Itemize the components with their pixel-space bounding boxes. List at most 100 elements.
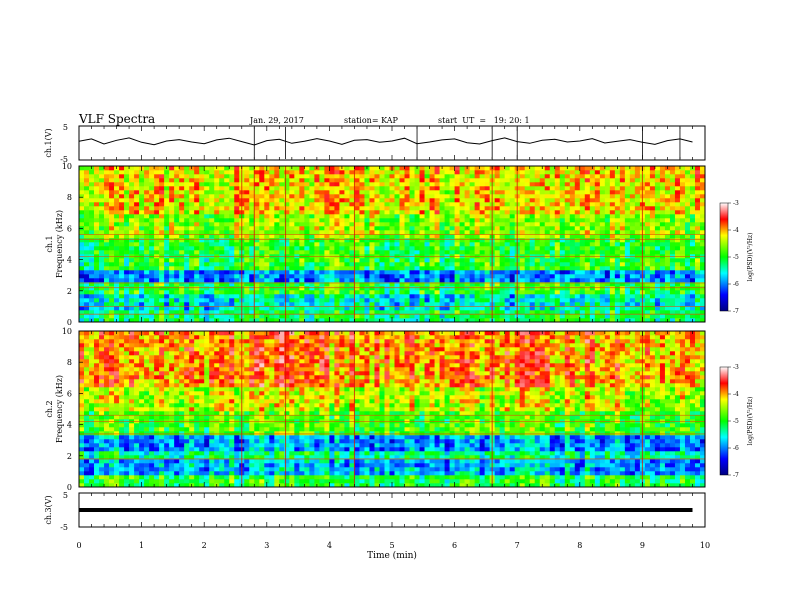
heatmap-cell xyxy=(274,298,280,303)
heatmap-cell xyxy=(474,290,480,295)
heatmap-cell xyxy=(204,190,210,195)
heatmap-cell xyxy=(464,274,470,279)
heatmap-cell xyxy=(364,202,370,207)
heatmap-cell xyxy=(139,202,145,207)
heatmap-cell xyxy=(449,306,455,311)
heatmap-cell xyxy=(589,306,596,311)
heatmap-cell xyxy=(94,226,100,231)
heatmap-cell xyxy=(304,166,310,171)
heatmap-cell xyxy=(394,306,400,311)
heatmap-cell xyxy=(94,202,100,207)
heatmap-cell xyxy=(679,202,686,207)
heatmap-cell xyxy=(214,266,220,271)
heatmap-cell xyxy=(94,222,100,227)
heatmap-cell xyxy=(264,238,270,243)
heatmap-cell xyxy=(259,186,265,191)
heatmap-cell xyxy=(149,286,155,291)
heatmap-cell xyxy=(104,214,110,219)
heatmap-cell xyxy=(394,242,400,247)
heatmap-cell xyxy=(89,266,95,271)
heatmap-cell xyxy=(179,250,185,255)
heatmap-cell xyxy=(104,306,110,311)
heatmap-cell xyxy=(589,314,596,319)
heatmap-cell xyxy=(314,258,320,263)
heatmap-cell xyxy=(304,270,310,275)
heatmap-cell xyxy=(189,190,195,195)
heatmap-cell xyxy=(494,266,500,271)
heatmap-cell xyxy=(504,230,510,235)
heatmap-cell xyxy=(154,182,160,187)
heatmap-cell xyxy=(334,310,340,315)
heatmap-cell xyxy=(269,206,275,211)
heatmap-cell xyxy=(169,246,175,251)
heatmap-cell xyxy=(339,242,345,247)
heatmap-cell xyxy=(99,206,105,211)
heatmap-cell xyxy=(374,210,380,215)
heatmap-cell xyxy=(669,222,676,227)
heatmap-cell xyxy=(199,218,205,223)
heatmap-cell xyxy=(174,226,180,231)
heatmap-cell xyxy=(389,214,395,219)
heatmap-cell xyxy=(169,234,175,239)
heatmap-cell xyxy=(679,258,686,263)
heatmap-cell xyxy=(509,302,515,307)
heatmap-cell xyxy=(584,246,591,251)
heatmap-cell xyxy=(319,166,325,171)
heatmap-cell xyxy=(289,234,295,239)
heatmap-cell xyxy=(694,286,701,291)
heatmap-cell xyxy=(479,250,485,255)
heatmap-cell xyxy=(244,258,250,263)
heatmap-cell xyxy=(589,242,596,247)
heatmap-cell xyxy=(569,206,576,211)
heatmap-cell xyxy=(339,250,345,255)
heatmap-cell xyxy=(614,270,621,275)
heatmap-cell xyxy=(419,206,425,211)
heatmap-cell xyxy=(364,250,370,255)
heatmap-cell xyxy=(509,170,515,175)
heatmap-cell xyxy=(699,250,706,255)
heatmap-cell xyxy=(389,174,395,179)
heatmap-cell xyxy=(99,218,105,223)
heatmap-cell xyxy=(684,194,691,199)
heatmap-cell xyxy=(484,178,490,183)
heatmap-cell xyxy=(369,242,375,247)
heatmap-cell xyxy=(329,250,335,255)
heatmap-cell xyxy=(629,266,636,271)
heatmap-cell xyxy=(204,182,210,187)
heatmap-cell xyxy=(304,226,310,231)
heatmap-cell xyxy=(214,226,220,231)
heatmap-cell xyxy=(624,198,631,203)
heatmap-cell xyxy=(444,170,450,175)
heatmap-cell xyxy=(149,194,155,199)
heatmap-cell xyxy=(459,246,465,251)
heatmap-cell xyxy=(504,198,510,203)
heatmap-cell xyxy=(469,194,475,199)
heatmap-cell xyxy=(414,230,420,235)
heatmap-cell xyxy=(494,182,500,187)
heatmap-cell xyxy=(524,178,531,183)
heatmap-cell xyxy=(699,190,706,195)
heatmap-cell xyxy=(674,206,681,211)
heatmap-cell xyxy=(129,218,135,223)
heatmap-cell xyxy=(429,290,435,295)
heatmap-cell xyxy=(224,282,230,287)
heatmap-cell xyxy=(174,234,180,239)
heatmap-cell xyxy=(544,170,551,175)
heatmap-cell xyxy=(384,170,390,175)
heatmap-cell xyxy=(619,174,626,179)
heatmap-cell xyxy=(324,178,330,183)
heatmap-cell xyxy=(669,294,676,299)
heatmap-cell xyxy=(669,186,676,191)
heatmap-cell xyxy=(684,206,691,211)
heatmap-cell xyxy=(454,302,460,307)
heatmap-cell xyxy=(579,270,586,275)
heatmap-cell xyxy=(219,242,225,247)
heatmap-cell xyxy=(404,298,410,303)
heatmap-cell xyxy=(469,278,475,283)
heatmap-cell xyxy=(464,266,470,271)
heatmap-cell xyxy=(359,182,365,187)
heatmap-cell xyxy=(234,230,240,235)
heatmap-cell xyxy=(319,222,325,227)
heatmap-cell xyxy=(299,190,305,195)
heatmap-cell xyxy=(409,198,415,203)
